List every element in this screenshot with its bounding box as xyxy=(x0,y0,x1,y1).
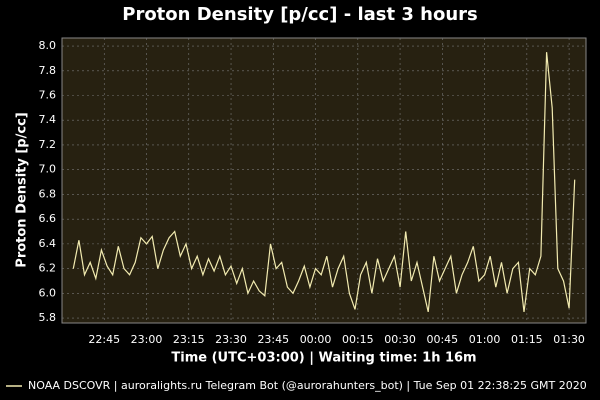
y-tick-label: 6.0 xyxy=(39,286,57,299)
y-tick-label: 8.0 xyxy=(39,39,57,52)
x-tick-label: 01:15 xyxy=(511,333,543,346)
x-tick-label: 00:45 xyxy=(426,333,458,346)
y-tick-label: 7.4 xyxy=(39,113,57,126)
y-tick-label: 7.0 xyxy=(39,163,57,176)
y-tick-label: 6.8 xyxy=(39,187,57,200)
x-tick-label: 00:15 xyxy=(342,333,374,346)
x-tick-label: 22:45 xyxy=(88,333,120,346)
plot-area xyxy=(61,37,587,324)
x-tick-label: 01:30 xyxy=(553,333,585,346)
y-tick-label: 6.4 xyxy=(39,237,57,250)
y-tick-label: 7.6 xyxy=(39,88,57,101)
x-tick-label: 23:15 xyxy=(173,333,205,346)
y-tick-label: 6.6 xyxy=(39,212,57,225)
x-tick-label: 00:00 xyxy=(300,333,332,346)
x-axis-label: Time (UTC+03:00) | Waiting time: 1h 16m xyxy=(171,351,476,366)
y-tick-label: 6.2 xyxy=(39,262,57,275)
y-tick-label: 7.2 xyxy=(39,138,57,151)
y-axis-label: Proton Density [p/cc] xyxy=(15,112,30,267)
x-tick-label: 23:45 xyxy=(257,333,289,346)
chart-title: Proton Density [p/cc] - last 3 hours xyxy=(122,4,477,25)
y-tick-label: 7.8 xyxy=(39,64,57,77)
legend-label: NOAA DSCOVR | auroralights.ru Telegram B… xyxy=(28,379,587,392)
x-tick-label: 23:00 xyxy=(131,333,163,346)
y-tick-label: 5.8 xyxy=(39,311,57,324)
x-tick-label: 01:00 xyxy=(469,333,501,346)
data-line xyxy=(72,52,576,313)
x-tick-label: 23:30 xyxy=(215,333,247,346)
x-tick-label: 00:30 xyxy=(384,333,416,346)
